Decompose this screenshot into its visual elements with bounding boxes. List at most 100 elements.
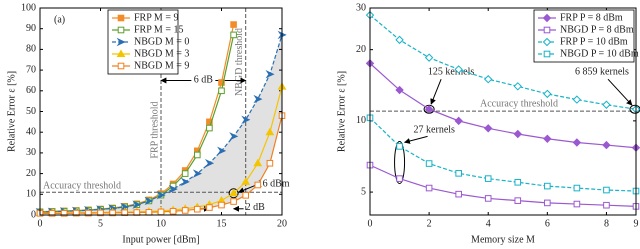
data-point [396,143,403,150]
y-axis-label: Relative Error ε [%] [336,71,347,152]
x-tick-label: 0 [368,218,373,229]
data-point [145,209,153,216]
legend-label: NBGD P = 8 dBm [560,24,634,35]
data-point [514,178,522,186]
data-point [543,89,552,99]
data-point [253,158,263,167]
data-point [206,118,213,126]
plot-frame [39,7,283,216]
y-tick-label: 30 [26,147,36,158]
y-tick-label: 10 [26,189,36,200]
data-point [205,159,215,168]
data-point [194,151,201,159]
data-point [217,146,227,156]
data-point [514,197,522,204]
data-point [424,105,434,114]
data-point [572,138,582,147]
data-point [424,53,434,62]
x-tick-label: 15 [217,218,227,229]
data-point [455,190,462,198]
x-tick-label: 2 [427,218,432,229]
legend-marker [117,62,125,70]
y-tick-label: 40 [26,126,36,137]
annotation: 27 kernels [414,125,455,136]
data-point [229,132,239,141]
y-tick-label: 20 [356,44,366,55]
data-point [206,204,213,211]
x-tick-label: 6 [545,218,550,229]
annotation: NBGD threshold [234,28,245,96]
annotation: 6 dB [194,75,214,86]
arrow [403,135,428,144]
annotation: Accuracy threshold [43,181,121,192]
x-tick-label: 5 [98,218,103,229]
data-point [484,195,492,202]
data-point [425,160,433,167]
data-point [395,35,404,45]
y-tick-label: 5 [361,186,366,197]
data-point [602,100,611,109]
data-point [121,209,129,217]
series-line [369,117,637,192]
data-point [573,184,581,192]
data-point [513,82,522,91]
data-point [602,140,611,150]
data-point [572,95,582,104]
y-tick-label: 100 [21,2,36,13]
legend-label: NBGD M = 3 [134,48,189,59]
data-point [181,207,189,214]
legend-marker [542,37,552,47]
data-point [229,188,238,197]
data-point [169,207,177,215]
annotation: 2 dB [246,202,266,213]
y-tick-label: 50 [26,106,36,117]
data-point [513,129,522,139]
legend-marker [543,50,551,58]
highlight [394,140,406,185]
data-point [180,177,190,187]
legend [533,9,635,63]
data-point [242,192,249,199]
data-point [181,170,189,177]
data-point [265,70,275,79]
data-point [206,124,213,132]
data-point [425,184,433,192]
data-point [109,209,116,217]
x-tick-label: 8 [604,218,609,229]
highlight [629,104,640,114]
legend-label: NBGD P = 10 dBm [560,48,639,59]
legend-marker [116,49,126,57]
legend-marker [543,26,551,34]
annotation: 6 859 kernels [575,67,629,78]
legend-label: NBGD M = 9 [134,60,189,71]
data-point [194,205,201,213]
y-tick-label: 10 [356,115,366,126]
arrow [430,79,442,105]
series-line [369,164,637,207]
data-point [241,177,251,185]
data-point [156,190,166,200]
y-tick-label: 60 [26,85,36,96]
annotation: Accuracy threshold [480,98,558,109]
annotation: FRP threshold [149,101,160,158]
legend-marker [542,13,552,23]
data-point [544,182,551,190]
data-point [144,196,154,206]
y-tick-label: 70 [26,64,36,75]
shaded-region [40,34,282,214]
data-point [192,169,202,178]
data-point [266,159,274,167]
legend-marker [117,14,125,22]
data-point [254,181,262,189]
x-tick-label: 9 [634,218,639,229]
data-point [573,200,581,208]
plot-frame [369,7,637,216]
data-point [230,21,237,28]
legend-label: FRP M = 9 [134,12,178,23]
data-point [484,124,493,133]
y-tick-label: 80 [26,44,36,55]
data-point [132,200,142,209]
y-tick-label: 30 [356,2,366,13]
y-tick-label: 90 [26,23,36,34]
